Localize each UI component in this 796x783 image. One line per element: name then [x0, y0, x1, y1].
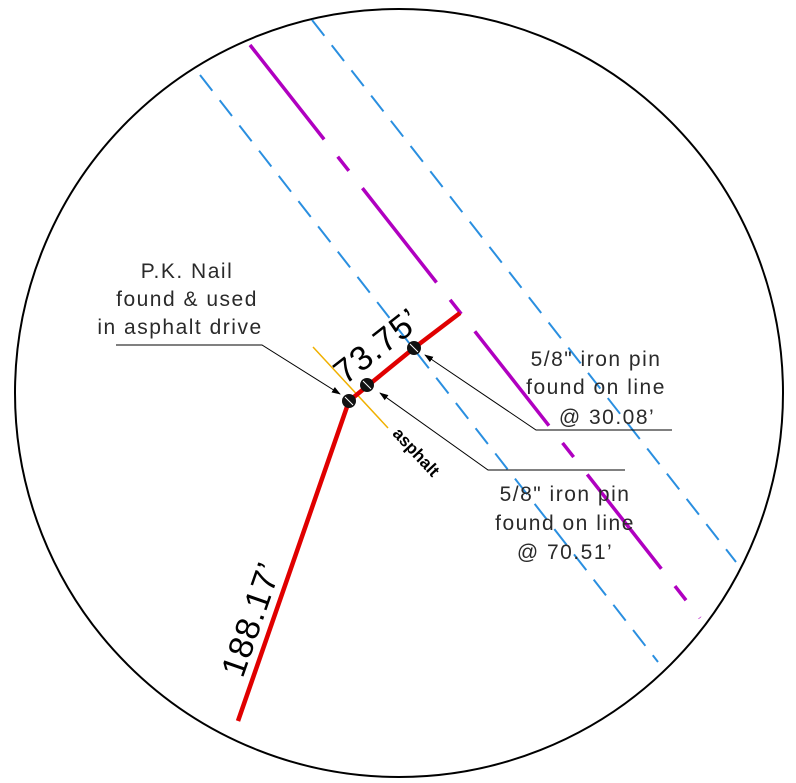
pk-nail-line2: found & used: [116, 288, 258, 311]
pin-upper-leader: [424, 354, 672, 431]
detail-circle: [14, 8, 784, 778]
right-of-way-line-left: [199, 74, 659, 663]
center-line: [248, 43, 702, 620]
distance-label-188: 188.17’: [214, 557, 289, 681]
pin-lower-line1: 5/8" iron pin: [500, 483, 631, 506]
pin-lower-line2: found on line: [495, 512, 635, 535]
pin-upper-line1: 5/8" iron pin: [531, 348, 662, 371]
pin-upper-callout: 5/8" iron pin found on line @ 30.08’: [526, 348, 666, 429]
pk-nail-line1: P.K. Nail: [141, 260, 234, 283]
pk-nail-line3: in asphalt drive: [97, 316, 262, 339]
boundary-line-188: [235, 400, 352, 722]
asphalt-edge-line: [312, 346, 389, 429]
pin-lower-leader: [379, 392, 625, 471]
pin-lower-callout: 5/8" iron pin found on line @ 70.51’: [495, 483, 635, 564]
right-of-way-line-right: [311, 19, 737, 563]
pk-nail-leader: [116, 344, 341, 395]
pin-upper-line2: found on line: [526, 376, 666, 399]
pk-nail-callout: P.K. Nail found & used in asphalt drive: [97, 260, 262, 339]
pin-lower-line3: @ 70.51’: [517, 541, 613, 564]
pin-upper-line3: @ 30.08’: [559, 406, 655, 429]
